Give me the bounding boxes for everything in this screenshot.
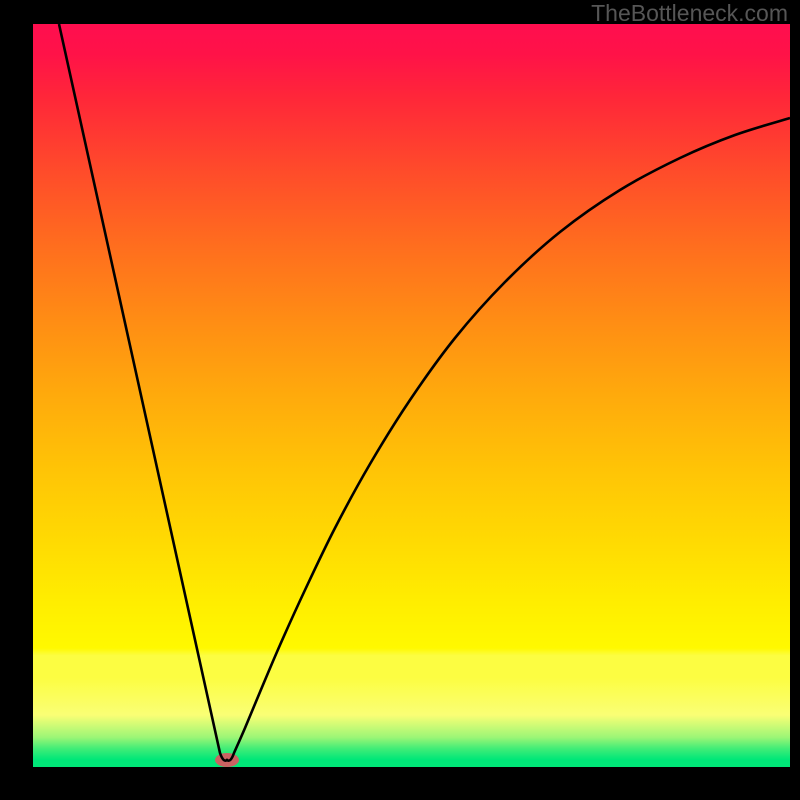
watermark-text: TheBottleneck.com <box>591 0 788 27</box>
chart-stage: TheBottleneck.com <box>0 0 800 800</box>
border-bottom <box>0 767 800 800</box>
border-right <box>790 0 800 800</box>
border-left <box>0 0 33 800</box>
bottleneck-curve <box>59 24 790 761</box>
bottleneck-curve-chart <box>0 0 800 800</box>
